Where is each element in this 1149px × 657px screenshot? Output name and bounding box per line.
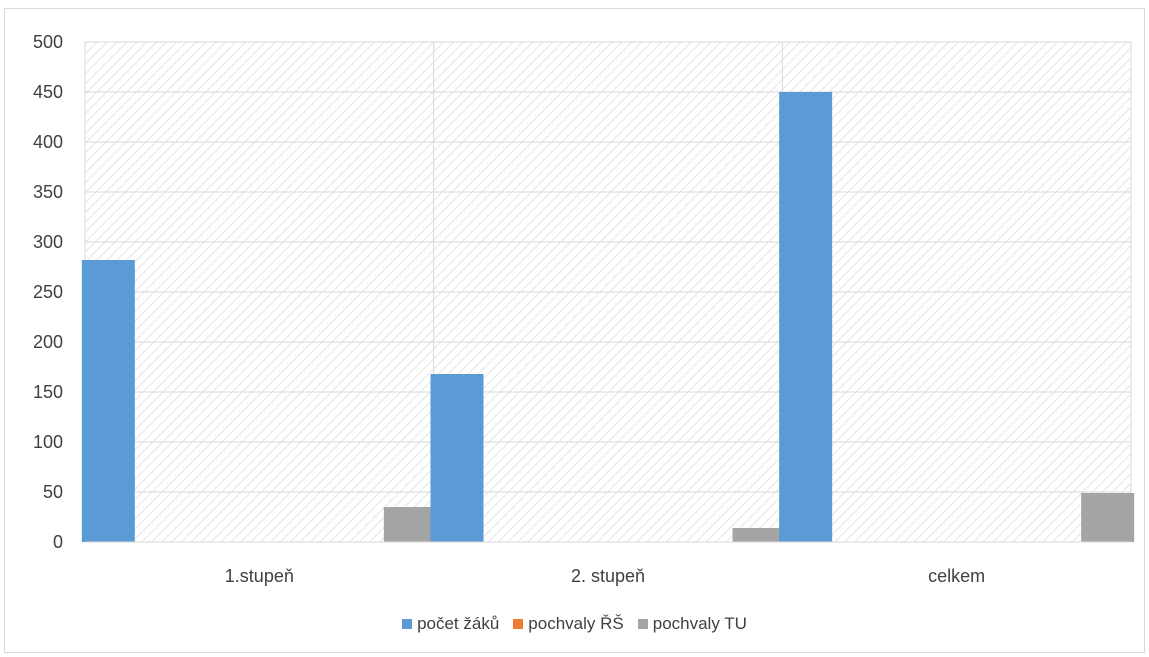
y-tick-label: 50 <box>43 482 63 502</box>
legend-label: počet žáků <box>417 614 500 633</box>
legend-swatch <box>513 619 524 629</box>
legend-label: pochvaly ŘŠ <box>528 614 624 633</box>
x-tick-label: 2. stupeň <box>571 566 645 586</box>
legend-item-3: pochvaly TU <box>637 614 747 634</box>
y-tick-label: 250 <box>33 282 63 302</box>
legend-item-2: pochvaly ŘŠ <box>513 614 624 634</box>
x-tick-label: 1.stupeň <box>225 566 294 586</box>
bar-3-1 <box>383 507 437 542</box>
legend: počet žáků pochvaly ŘŠ pochvaly TU <box>0 614 1149 634</box>
bar-1-1 <box>81 260 135 542</box>
legend-item-1: počet žáků <box>402 614 499 634</box>
y-tick-label: 100 <box>33 432 63 452</box>
y-tick-label: 450 <box>33 82 63 102</box>
y-tick-label: 500 <box>33 32 63 52</box>
y-tick-label: 350 <box>33 182 63 202</box>
bar-3-2 <box>732 528 786 542</box>
y-tick-label: 0 <box>53 532 63 552</box>
gridlines <box>84 41 1132 543</box>
y-tick-label: 400 <box>33 132 63 152</box>
bar-1-2 <box>430 374 484 542</box>
bar-1-3 <box>779 92 833 542</box>
x-tick-label: celkem <box>928 566 985 586</box>
y-tick-label: 300 <box>33 232 63 252</box>
y-tick-label: 150 <box>33 382 63 402</box>
bars <box>81 92 1135 542</box>
legend-swatch <box>637 619 648 629</box>
legend-swatch <box>402 619 413 629</box>
y-tick-label: 200 <box>33 332 63 352</box>
legend-label: pochvaly TU <box>652 614 747 633</box>
axes: 0 50 100 150 200 250 300 350 400 450 500 1.stupeň 2.… <box>33 32 1131 586</box>
bar-3-3 <box>1081 493 1135 542</box>
